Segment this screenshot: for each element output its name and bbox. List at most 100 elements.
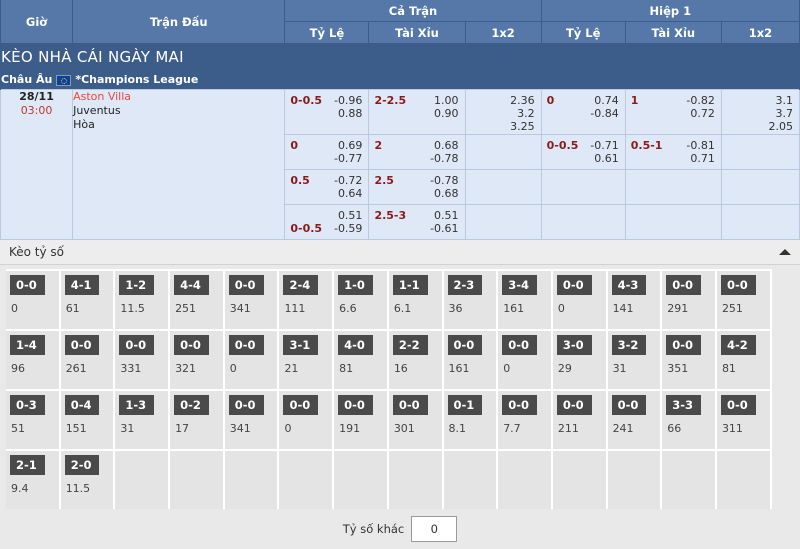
score-odds[interactable]: 0: [229, 362, 237, 375]
odds-value[interactable]: 0.72: [690, 107, 715, 120]
score-label[interactable]: 0-0: [611, 395, 647, 415]
odds-value[interactable]: 0.51: [434, 209, 459, 222]
ft-handicap-3[interactable]: 0-0.5 0.51 -0.59: [285, 205, 368, 239]
other-score-input[interactable]: [411, 516, 458, 542]
score-label[interactable]: 0-0: [228, 335, 264, 355]
correct-score-cell[interactable]: 1-2 11.5: [115, 269, 171, 329]
score-odds[interactable]: 261: [65, 362, 87, 375]
h1-handicap-1[interactable]: 0-0.5 -0.71 0.61: [542, 135, 625, 169]
score-label[interactable]: 0-4: [64, 395, 100, 415]
correct-score-cell[interactable]: 0-3 51: [6, 389, 61, 449]
score-label[interactable]: 0-0: [556, 275, 592, 295]
score-odds[interactable]: 36: [448, 302, 463, 315]
score-label[interactable]: 0-0: [174, 335, 209, 355]
correct-score-cell[interactable]: 0-0 301: [388, 389, 444, 449]
odds-cell-ft-overunder[interactable]: 2.5-3 0.51 -0.61: [368, 204, 466, 240]
ft-handicap-0[interactable]: 0-0.5 -0.96 0.88: [285, 90, 368, 134]
score-odds[interactable]: 341: [229, 422, 251, 435]
score-label[interactable]: 0-0: [228, 275, 264, 295]
correct-score-cell[interactable]: 4-1 61: [60, 269, 116, 329]
correct-score-cell[interactable]: 4-4 251: [170, 269, 225, 329]
score-odds[interactable]: 301: [393, 422, 415, 435]
score-odds[interactable]: 321: [175, 362, 197, 375]
score-odds[interactable]: 11.5: [120, 302, 145, 315]
score-odds[interactable]: 8.1: [448, 422, 467, 435]
correct-score-cell[interactable]: 1-4 96: [6, 329, 61, 389]
h1-1x2-0[interactable]: 3.1 3.7 2.05: [722, 90, 799, 134]
score-odds[interactable]: 81: [339, 362, 354, 375]
odds-value[interactable]: -0.78: [430, 174, 459, 187]
score-label[interactable]: 0-0: [502, 335, 537, 355]
odds-cell-ft-handicap[interactable]: 0.5 -0.72 0.64: [284, 169, 370, 205]
odds-cell-h1-handicap[interactable]: 0 0.74 -0.84: [540, 89, 626, 135]
correct-score-cell[interactable]: 0-0 341: [224, 389, 280, 449]
score-odds[interactable]: 31: [120, 422, 135, 435]
league-bar[interactable]: Châu Âu *Champions League: [0, 70, 800, 90]
score-odds[interactable]: 51: [11, 422, 25, 435]
score-label[interactable]: 0-0: [502, 395, 537, 415]
ft-overunder-2[interactable]: 2.5 -0.78 0.68: [369, 170, 464, 204]
score-odds[interactable]: 0: [284, 422, 292, 435]
correct-score-cell[interactable]: 0-2 17: [170, 389, 225, 449]
score-label[interactable]: 0-0: [720, 395, 756, 415]
odds-value[interactable]: -0.84: [590, 107, 619, 120]
score-odds[interactable]: 9.4: [11, 482, 29, 495]
score-odds[interactable]: 66: [667, 422, 682, 435]
score-odds[interactable]: 11.5: [65, 482, 91, 495]
odds-value[interactable]: 3.25: [510, 120, 535, 133]
score-label[interactable]: 1-1: [392, 275, 428, 295]
correct-score-cell[interactable]: 4-3 141: [607, 269, 663, 329]
correct-score-cell[interactable]: 0-0 321: [170, 329, 225, 389]
correct-score-cell[interactable]: 2-0 11.5: [60, 449, 116, 509]
correct-score-cell[interactable]: 0-0 211: [552, 389, 608, 449]
score-odds[interactable]: 191: [339, 422, 361, 435]
ft-handicap-1[interactable]: 0 0.69 -0.77: [285, 135, 368, 169]
score-label[interactable]: 4-1: [64, 275, 100, 295]
correct-score-cell[interactable]: 0-1 8.1: [443, 389, 499, 449]
ft-overunder-0[interactable]: 2-2.5 1.00 0.90: [369, 90, 464, 134]
league-name[interactable]: *Champions League: [75, 73, 199, 86]
score-label[interactable]: 3-4: [502, 275, 537, 295]
score-label[interactable]: 2-4: [283, 275, 319, 295]
score-label[interactable]: 0-1: [447, 395, 483, 415]
correct-score-cell[interactable]: 0-0 191: [334, 389, 389, 449]
score-label[interactable]: 0-0: [666, 335, 702, 355]
correct-score-cell[interactable]: 0-0 0: [6, 269, 61, 329]
score-odds[interactable]: 211: [557, 422, 579, 435]
score-odds[interactable]: 6.1: [393, 302, 412, 315]
correct-score-cell[interactable]: 4-2 81: [716, 329, 772, 389]
correct-score-cell[interactable]: 3-2 31: [607, 329, 663, 389]
score-odds[interactable]: 21: [284, 362, 299, 375]
correct-score-cell[interactable]: 1-0 6.6: [334, 269, 389, 329]
odds-value[interactable]: -0.82: [686, 94, 715, 107]
score-odds[interactable]: 141: [612, 302, 634, 315]
odds-cell-ft-handicap[interactable]: 0 0.69 -0.77: [284, 134, 370, 170]
odds-value[interactable]: 0.68: [434, 187, 459, 200]
score-label[interactable]: 0-0: [720, 275, 756, 295]
score-odds[interactable]: 61: [65, 302, 80, 315]
odds-value[interactable]: -0.96: [333, 94, 363, 107]
score-label[interactable]: 2-1: [10, 455, 45, 475]
score-odds[interactable]: 311: [721, 422, 743, 435]
correct-score-cell[interactable]: 1-3 31: [115, 389, 171, 449]
score-label[interactable]: 0-0: [338, 395, 373, 415]
h1-handicap-0[interactable]: 0 0.74 -0.84: [542, 90, 625, 134]
score-label[interactable]: 0-0: [556, 395, 592, 415]
odds-cell-ft-overunder[interactable]: 2.5 -0.78 0.68: [368, 169, 466, 205]
correct-score-cell[interactable]: 0-4 151: [60, 389, 116, 449]
score-odds[interactable]: 96: [11, 362, 25, 375]
team-away[interactable]: Juventus: [73, 104, 121, 117]
correct-score-cell[interactable]: 0-0 7.7: [498, 389, 553, 449]
odds-cell-h1-overunder[interactable]: 1 -0.82 0.72: [624, 89, 722, 135]
h1-overunder-0[interactable]: 1 -0.82 0.72: [626, 90, 721, 134]
correct-score-cell[interactable]: 0-0 0: [498, 329, 553, 389]
score-odds[interactable]: 81: [721, 362, 736, 375]
correct-score-cell[interactable]: 0-0 261: [60, 329, 116, 389]
odds-value[interactable]: -0.72: [333, 174, 363, 187]
score-odds[interactable]: 0: [503, 362, 511, 375]
odds-cell-ft-handicap[interactable]: 0-0.5 -0.96 0.88: [284, 89, 370, 135]
score-odds[interactable]: 151: [65, 422, 87, 435]
team-home[interactable]: Aston Villa: [73, 90, 132, 103]
score-label[interactable]: 1-0: [338, 275, 373, 295]
correct-score-cell[interactable]: 0-0 341: [224, 269, 280, 329]
